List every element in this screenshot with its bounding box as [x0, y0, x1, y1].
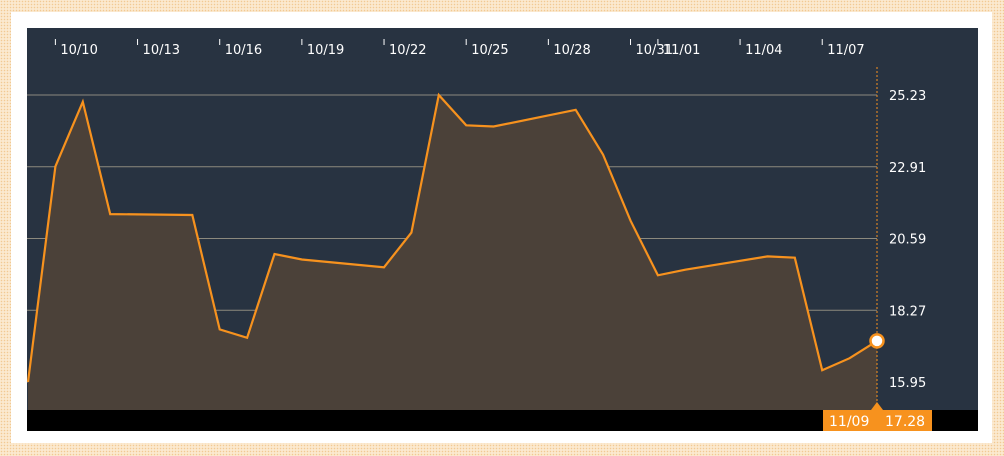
last-point-date: 11/09: [829, 414, 869, 430]
x-tick-label: 11/07: [827, 43, 864, 58]
x-tick-label: 10/28: [553, 43, 590, 58]
last-point-value: 17.28: [885, 414, 925, 430]
last-point-badge: [823, 410, 932, 431]
footer-bar: [27, 410, 978, 431]
price-chart: 25.23 22.91 20.59 18.27 15.95 10/10 10/13 10/16…: [26, 28, 978, 431]
x-tick-label: 10/31: [636, 43, 673, 58]
chart-frame: 25.23 22.91 20.59 18.27 15.95 10/10 10/13 10/16…: [11, 12, 992, 443]
last-point-marker: [869, 333, 885, 349]
x-tick-label: 11/04: [745, 43, 782, 58]
y-tick-label: 15.95: [889, 376, 926, 391]
x-tick-label: 10/16: [225, 43, 262, 58]
x-tick-label: 10/22: [389, 43, 426, 58]
y-tick-label: 18.27: [889, 304, 926, 319]
x-tick-label: 11/01: [663, 43, 700, 58]
x-tick-label: 10/19: [307, 43, 344, 58]
series-area: [28, 95, 877, 410]
badge-pointer: [871, 402, 883, 410]
y-tick-label: 20.59: [889, 233, 926, 248]
x-tick-label: 10/10: [60, 43, 97, 58]
series-line: [26, 92, 878, 383]
y-tick-label: 25.23: [889, 89, 926, 104]
x-tick-label: 10/25: [471, 43, 508, 58]
y-tick-label: 22.91: [889, 161, 926, 176]
x-tick-label: 10/13: [143, 43, 180, 58]
